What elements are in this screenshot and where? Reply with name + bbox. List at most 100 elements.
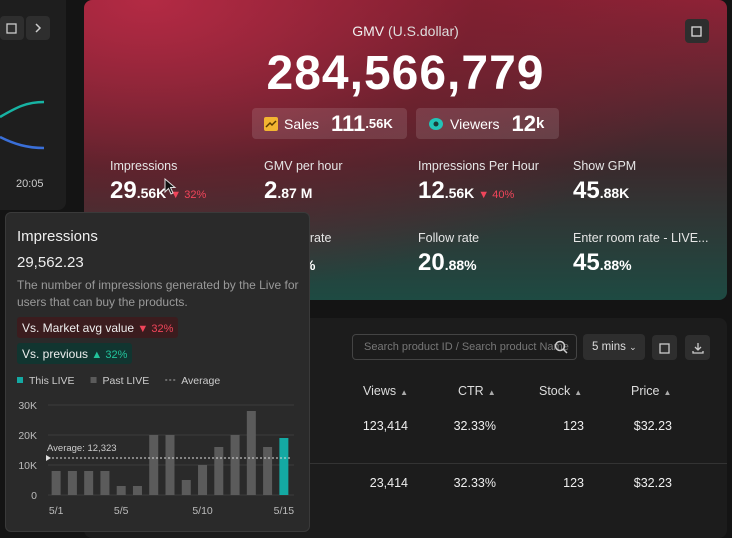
search-icon bbox=[554, 340, 568, 354]
tooltip-title: Impressions bbox=[17, 228, 98, 245]
table-cell: 32.33% bbox=[453, 419, 496, 433]
sort-icon: ▲ bbox=[400, 388, 409, 397]
table-cell: 23,414 bbox=[369, 476, 408, 490]
interval-select[interactable]: 5 mins ⌄ bbox=[583, 334, 645, 360]
edit-button[interactable] bbox=[0, 16, 24, 40]
sales-pill: Sales 111.56K bbox=[252, 108, 407, 139]
metric-label: Impressions Per Hour bbox=[418, 159, 539, 173]
x-tick-label: 5/15 bbox=[274, 505, 295, 517]
y-tick-label: 30K bbox=[18, 400, 37, 412]
edit-button[interactable] bbox=[685, 19, 709, 43]
legend-label: Average bbox=[181, 375, 220, 387]
edit-icon bbox=[658, 342, 670, 354]
next-button[interactable] bbox=[26, 16, 50, 40]
row-divider bbox=[309, 463, 727, 464]
impressions-chart: This LIVE Past LIVE Average 0 10K 20K 30K 5/1 5/… bbox=[17, 375, 295, 517]
metric-unit: .88% bbox=[599, 257, 632, 273]
metric-label: Impressions bbox=[110, 159, 178, 173]
bar bbox=[214, 447, 224, 495]
download-button[interactable] bbox=[685, 335, 710, 360]
sort-icon: ▲ bbox=[487, 388, 496, 397]
column-header: CTR ▲ bbox=[458, 384, 496, 398]
bar bbox=[263, 447, 273, 495]
metric-unit: .87 M bbox=[277, 185, 313, 201]
average-label: Average: 12,323 bbox=[47, 443, 117, 454]
x-tick-label: 5/1 bbox=[49, 505, 64, 517]
viewers-unit: k bbox=[536, 115, 545, 132]
gmv-label: GMV bbox=[352, 23, 385, 39]
legend-swatch bbox=[17, 377, 23, 383]
edit-button[interactable] bbox=[652, 335, 677, 360]
search-box[interactable]: Search product ID / Search product Name bbox=[352, 334, 577, 360]
tooltip-description: The number of impressions generated by t… bbox=[17, 278, 299, 309]
bar bbox=[116, 486, 126, 495]
bar bbox=[67, 471, 77, 495]
table-cell: 123 bbox=[563, 476, 584, 490]
edit-icon bbox=[691, 26, 702, 37]
metric-number: 45 bbox=[573, 177, 600, 204]
table-cell: 123,414 bbox=[362, 419, 408, 433]
header-label: Views bbox=[363, 384, 397, 398]
previous-change: 32% bbox=[105, 349, 128, 361]
metric-number: 20 bbox=[418, 249, 445, 276]
gmv-title: GMV (U.S.dollar) bbox=[84, 23, 727, 39]
metric-unit: .56K bbox=[444, 185, 475, 201]
metric-unit: .88% bbox=[444, 257, 477, 273]
bar bbox=[246, 411, 256, 495]
average-marker bbox=[46, 455, 51, 462]
bar bbox=[132, 486, 142, 495]
x-tick-label: 5/5 bbox=[114, 505, 129, 517]
metric-unit: .88K bbox=[599, 185, 630, 201]
table-cell: $32.23 bbox=[633, 419, 672, 433]
bar bbox=[84, 471, 94, 495]
chevron-icon bbox=[35, 23, 42, 33]
header-label: Stock bbox=[539, 384, 571, 398]
legend-label: Past LIVE bbox=[103, 375, 150, 387]
sales-icon bbox=[264, 116, 278, 131]
metric-change: ▼ 32% bbox=[170, 189, 207, 201]
gmv-unit: (U.S.dollar) bbox=[387, 23, 459, 39]
column-header: Price ▲ bbox=[631, 384, 671, 398]
metric-unit: .56K bbox=[136, 185, 167, 201]
column-header: Views ▲ bbox=[363, 384, 408, 398]
table-cell: 32.33% bbox=[453, 476, 496, 490]
cursor bbox=[164, 178, 177, 195]
market-badge: Vs. Market avg value ▼ 32% bbox=[17, 317, 179, 338]
bar bbox=[230, 435, 240, 495]
bar bbox=[51, 471, 61, 495]
y-tick-label: 0 bbox=[31, 490, 37, 502]
metric-value: 45.88% bbox=[573, 249, 632, 277]
previous-badge: Vs. previous ▲ 32% bbox=[17, 343, 133, 364]
download-icon bbox=[691, 342, 704, 354]
metric-number: 12 bbox=[418, 177, 445, 204]
y-tick-label: 10K bbox=[18, 460, 37, 472]
metric-value: 20.88% bbox=[418, 249, 477, 277]
trend-line bbox=[0, 100, 45, 119]
column-header: Stock ▲ bbox=[539, 384, 582, 398]
y-tick-label: 20K bbox=[18, 430, 37, 442]
bar bbox=[198, 465, 208, 495]
sales-label: Sales bbox=[284, 115, 320, 132]
metric-number: 45 bbox=[573, 249, 600, 276]
metric-value: 2.87 M bbox=[264, 177, 312, 205]
table-cell: 123 bbox=[563, 419, 584, 433]
header-label: Price bbox=[631, 384, 660, 398]
viewers-label: Viewers bbox=[450, 115, 500, 132]
search-placeholder: Search product ID / Search product Name bbox=[364, 341, 569, 353]
metric-value: 12.56K ▼ 40% bbox=[418, 177, 514, 205]
sort-icon: ▲ bbox=[663, 388, 672, 397]
metric-change: ▼ 40% bbox=[478, 189, 515, 201]
market-label: Vs. Market avg value bbox=[22, 321, 135, 335]
left-panel: 20:05 bbox=[0, 0, 66, 210]
mini-chart bbox=[0, 100, 45, 150]
metric-number: 29 bbox=[110, 177, 137, 204]
gmv-value: 284,566,779 bbox=[266, 47, 545, 100]
tooltip: Impressions 29,562.23 The number of impr… bbox=[5, 212, 310, 532]
tooltip-value: 29,562.23 bbox=[17, 254, 84, 271]
interval-label: 5 mins bbox=[592, 341, 626, 353]
metric-value: 29.56K ▼ 32% bbox=[110, 177, 206, 205]
previous-label: Vs. previous bbox=[22, 347, 89, 361]
bar bbox=[165, 435, 175, 495]
header-label: CTR bbox=[458, 384, 484, 398]
viewers-pill: Viewers 12 k bbox=[416, 108, 559, 139]
